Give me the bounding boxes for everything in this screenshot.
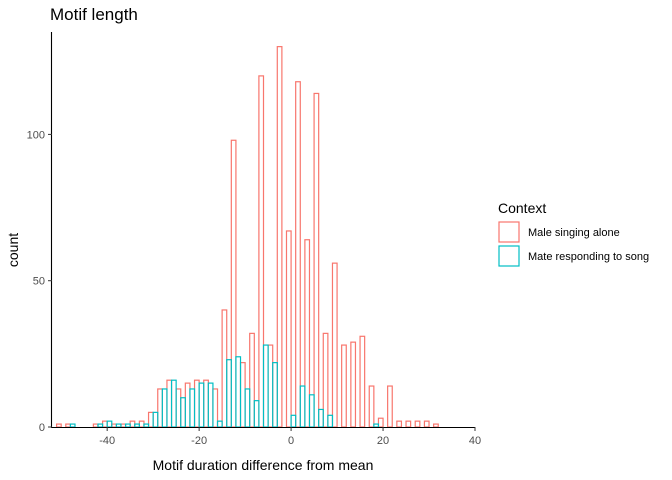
- legend-key-mate-responding: [498, 245, 520, 267]
- bar-male-singing-alone-26: [295, 81, 301, 428]
- y-tick-label-0: 0: [39, 422, 45, 434]
- bar-male-singing-alone-35: [377, 417, 384, 428]
- bar-male-singing-alone-8: [129, 420, 136, 428]
- series-1: [69, 344, 380, 428]
- legend-label-male-singing-alone: Male singing alone: [528, 227, 620, 239]
- bar-male-singing-alone-13: [175, 388, 182, 428]
- bar-mate-responding-11: [170, 379, 177, 428]
- bar-male-singing-alone-16: [203, 379, 209, 428]
- bar-male-singing-alone-21: [249, 332, 255, 428]
- bar-male-singing-alone-6: [111, 423, 117, 428]
- bar-mate-responding-0: [69, 423, 76, 428]
- bar-male-singing-alone-15: [193, 379, 200, 428]
- bar-mate-responding-6: [124, 423, 131, 428]
- bar-male-singing-alone-32: [350, 341, 357, 428]
- bar-mate-responding-7: [134, 423, 140, 428]
- bar-male-singing-alone-25: [285, 230, 292, 428]
- bar-mate-responding-25: [299, 385, 306, 428]
- bar-mate-responding-4: [106, 420, 113, 428]
- chart-title: Motif length: [50, 5, 138, 24]
- bar-mate-responding-14: [198, 382, 205, 428]
- bar-mate-responding-26: [308, 394, 315, 428]
- bar-male-singing-alone-36: [387, 385, 393, 428]
- bar-mate-responding-28: [327, 414, 334, 428]
- bar-mate-responding-15: [207, 382, 214, 428]
- bar-male-singing-alone-23: [267, 344, 274, 428]
- x-tick-label-4: 40: [469, 435, 481, 447]
- bar-mate-responding-17: [226, 359, 232, 428]
- bar-male-singing-alone-5: [101, 420, 108, 428]
- bar-male-singing-alone-30: [331, 262, 338, 428]
- x-tick-label-3: 20: [377, 435, 389, 447]
- bar-male-singing-alone-29: [322, 332, 329, 428]
- bar-male-singing-alone-37: [396, 420, 403, 428]
- bar-male-singing-alone-1: [65, 423, 71, 428]
- bar-male-singing-alone-0: [55, 423, 62, 428]
- bar-male-singing-alone-14: [184, 382, 191, 428]
- y-axis-title: count: [5, 233, 21, 267]
- y-axis-ticks: 0 50 100: [27, 129, 52, 434]
- bar-mate-responding-3: [97, 423, 104, 428]
- bar-male-singing-alone-19: [230, 139, 237, 428]
- x-axis-title: Motif duration difference from mean: [153, 457, 374, 473]
- bar-male-singing-alone-27: [304, 239, 311, 428]
- y-tick-label-1: 50: [33, 276, 45, 288]
- bar-mate-responding-20: [253, 400, 260, 428]
- series-0: [55, 46, 439, 428]
- bar-male-singing-alone-12: [166, 379, 173, 428]
- bar-male-singing-alone-20: [239, 362, 246, 428]
- bar-mate-responding-19: [244, 388, 251, 428]
- y-tick-label-2: 100: [27, 129, 45, 141]
- bar-male-singing-alone-18: [221, 309, 228, 428]
- bar-male-singing-alone-22: [258, 75, 265, 428]
- bar-mate-responding-18: [235, 356, 242, 428]
- legend: Context Male singing alone Mate respondi…: [498, 200, 649, 267]
- bar-mate-responding-22: [272, 362, 278, 428]
- bar-male-singing-alone-17: [212, 388, 219, 428]
- bar-male-singing-alone-40: [423, 420, 430, 428]
- bar-male-singing-alone-24: [276, 46, 283, 428]
- bar-male-singing-alone-4: [92, 423, 99, 428]
- bar-male-singing-alone-9: [138, 420, 145, 428]
- legend-key-male-singing-alone: [498, 221, 520, 243]
- legend-title: Context: [498, 200, 546, 216]
- bar-male-singing-alone-10: [147, 411, 154, 428]
- bar-mate-responding-24: [290, 414, 297, 428]
- bar-male-singing-alone-34: [368, 385, 375, 428]
- plot-area: [55, 46, 439, 428]
- bar-mate-responding-13: [189, 388, 196, 428]
- bar-male-singing-alone-33: [359, 335, 366, 428]
- bar-male-singing-alone-41: [433, 423, 439, 428]
- bar-mate-responding-8: [143, 423, 150, 428]
- bar-mate-responding-21: [262, 344, 269, 428]
- bar-mate-responding-5: [115, 423, 122, 428]
- bar-male-singing-alone-38: [405, 420, 412, 428]
- bar-male-singing-alone-7: [120, 423, 127, 428]
- bar-mate-responding-10: [161, 388, 168, 428]
- bar-male-singing-alone-39: [414, 420, 421, 428]
- bar-mate-responding-12: [180, 397, 186, 428]
- bar-male-singing-alone-31: [341, 344, 347, 428]
- x-tick-label-2: 0: [288, 435, 294, 447]
- x-axis-ticks: -40 -20 0 20 40: [99, 427, 481, 447]
- bar-mate-responding-9: [152, 411, 159, 428]
- legend-label-mate-responding: Mate responding to song: [528, 251, 649, 263]
- bar-mate-responding-33: [373, 423, 380, 428]
- x-tick-label-0: -40: [99, 435, 115, 447]
- bar-mate-responding-27: [318, 408, 324, 428]
- bar-male-singing-alone-28: [313, 92, 320, 428]
- bar-male-singing-alone-11: [157, 388, 163, 428]
- x-tick-label-1: -20: [191, 435, 207, 447]
- bar-mate-responding-16: [216, 420, 223, 428]
